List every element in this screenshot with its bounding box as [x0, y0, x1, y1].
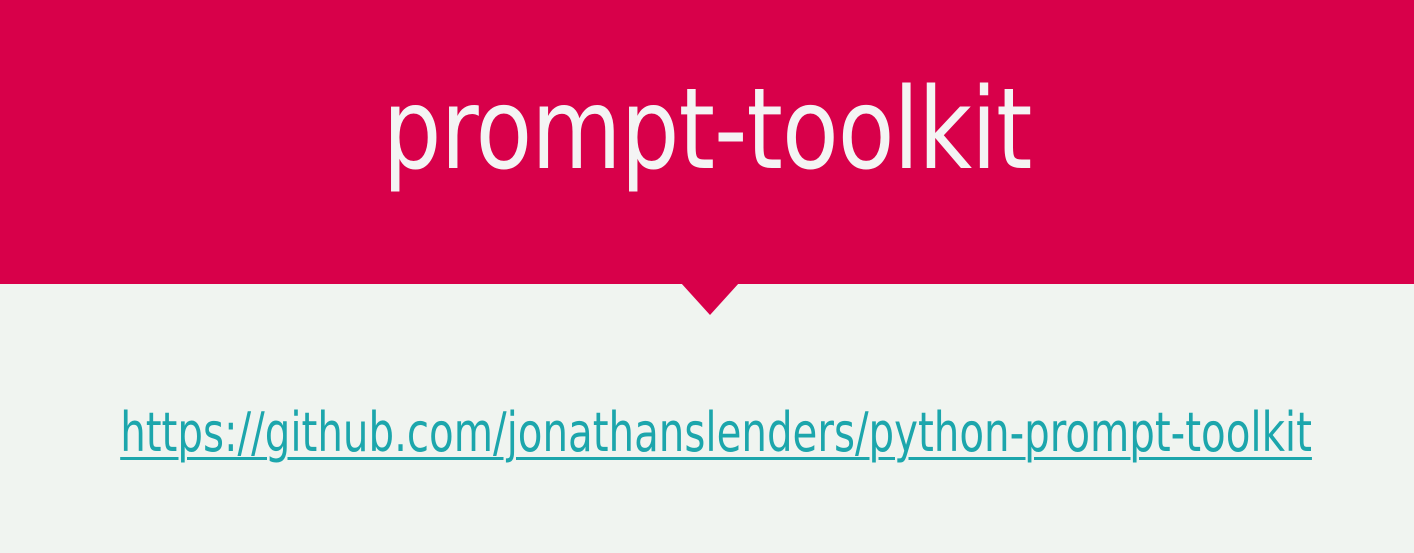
banner-pointer: [681, 283, 739, 315]
github-link[interactable]: https://github.com/jonathanslenders/pyth…: [120, 401, 1312, 464]
slide-title: prompt-toolkit: [382, 65, 1033, 195]
title-banner: [0, 0, 1414, 284]
